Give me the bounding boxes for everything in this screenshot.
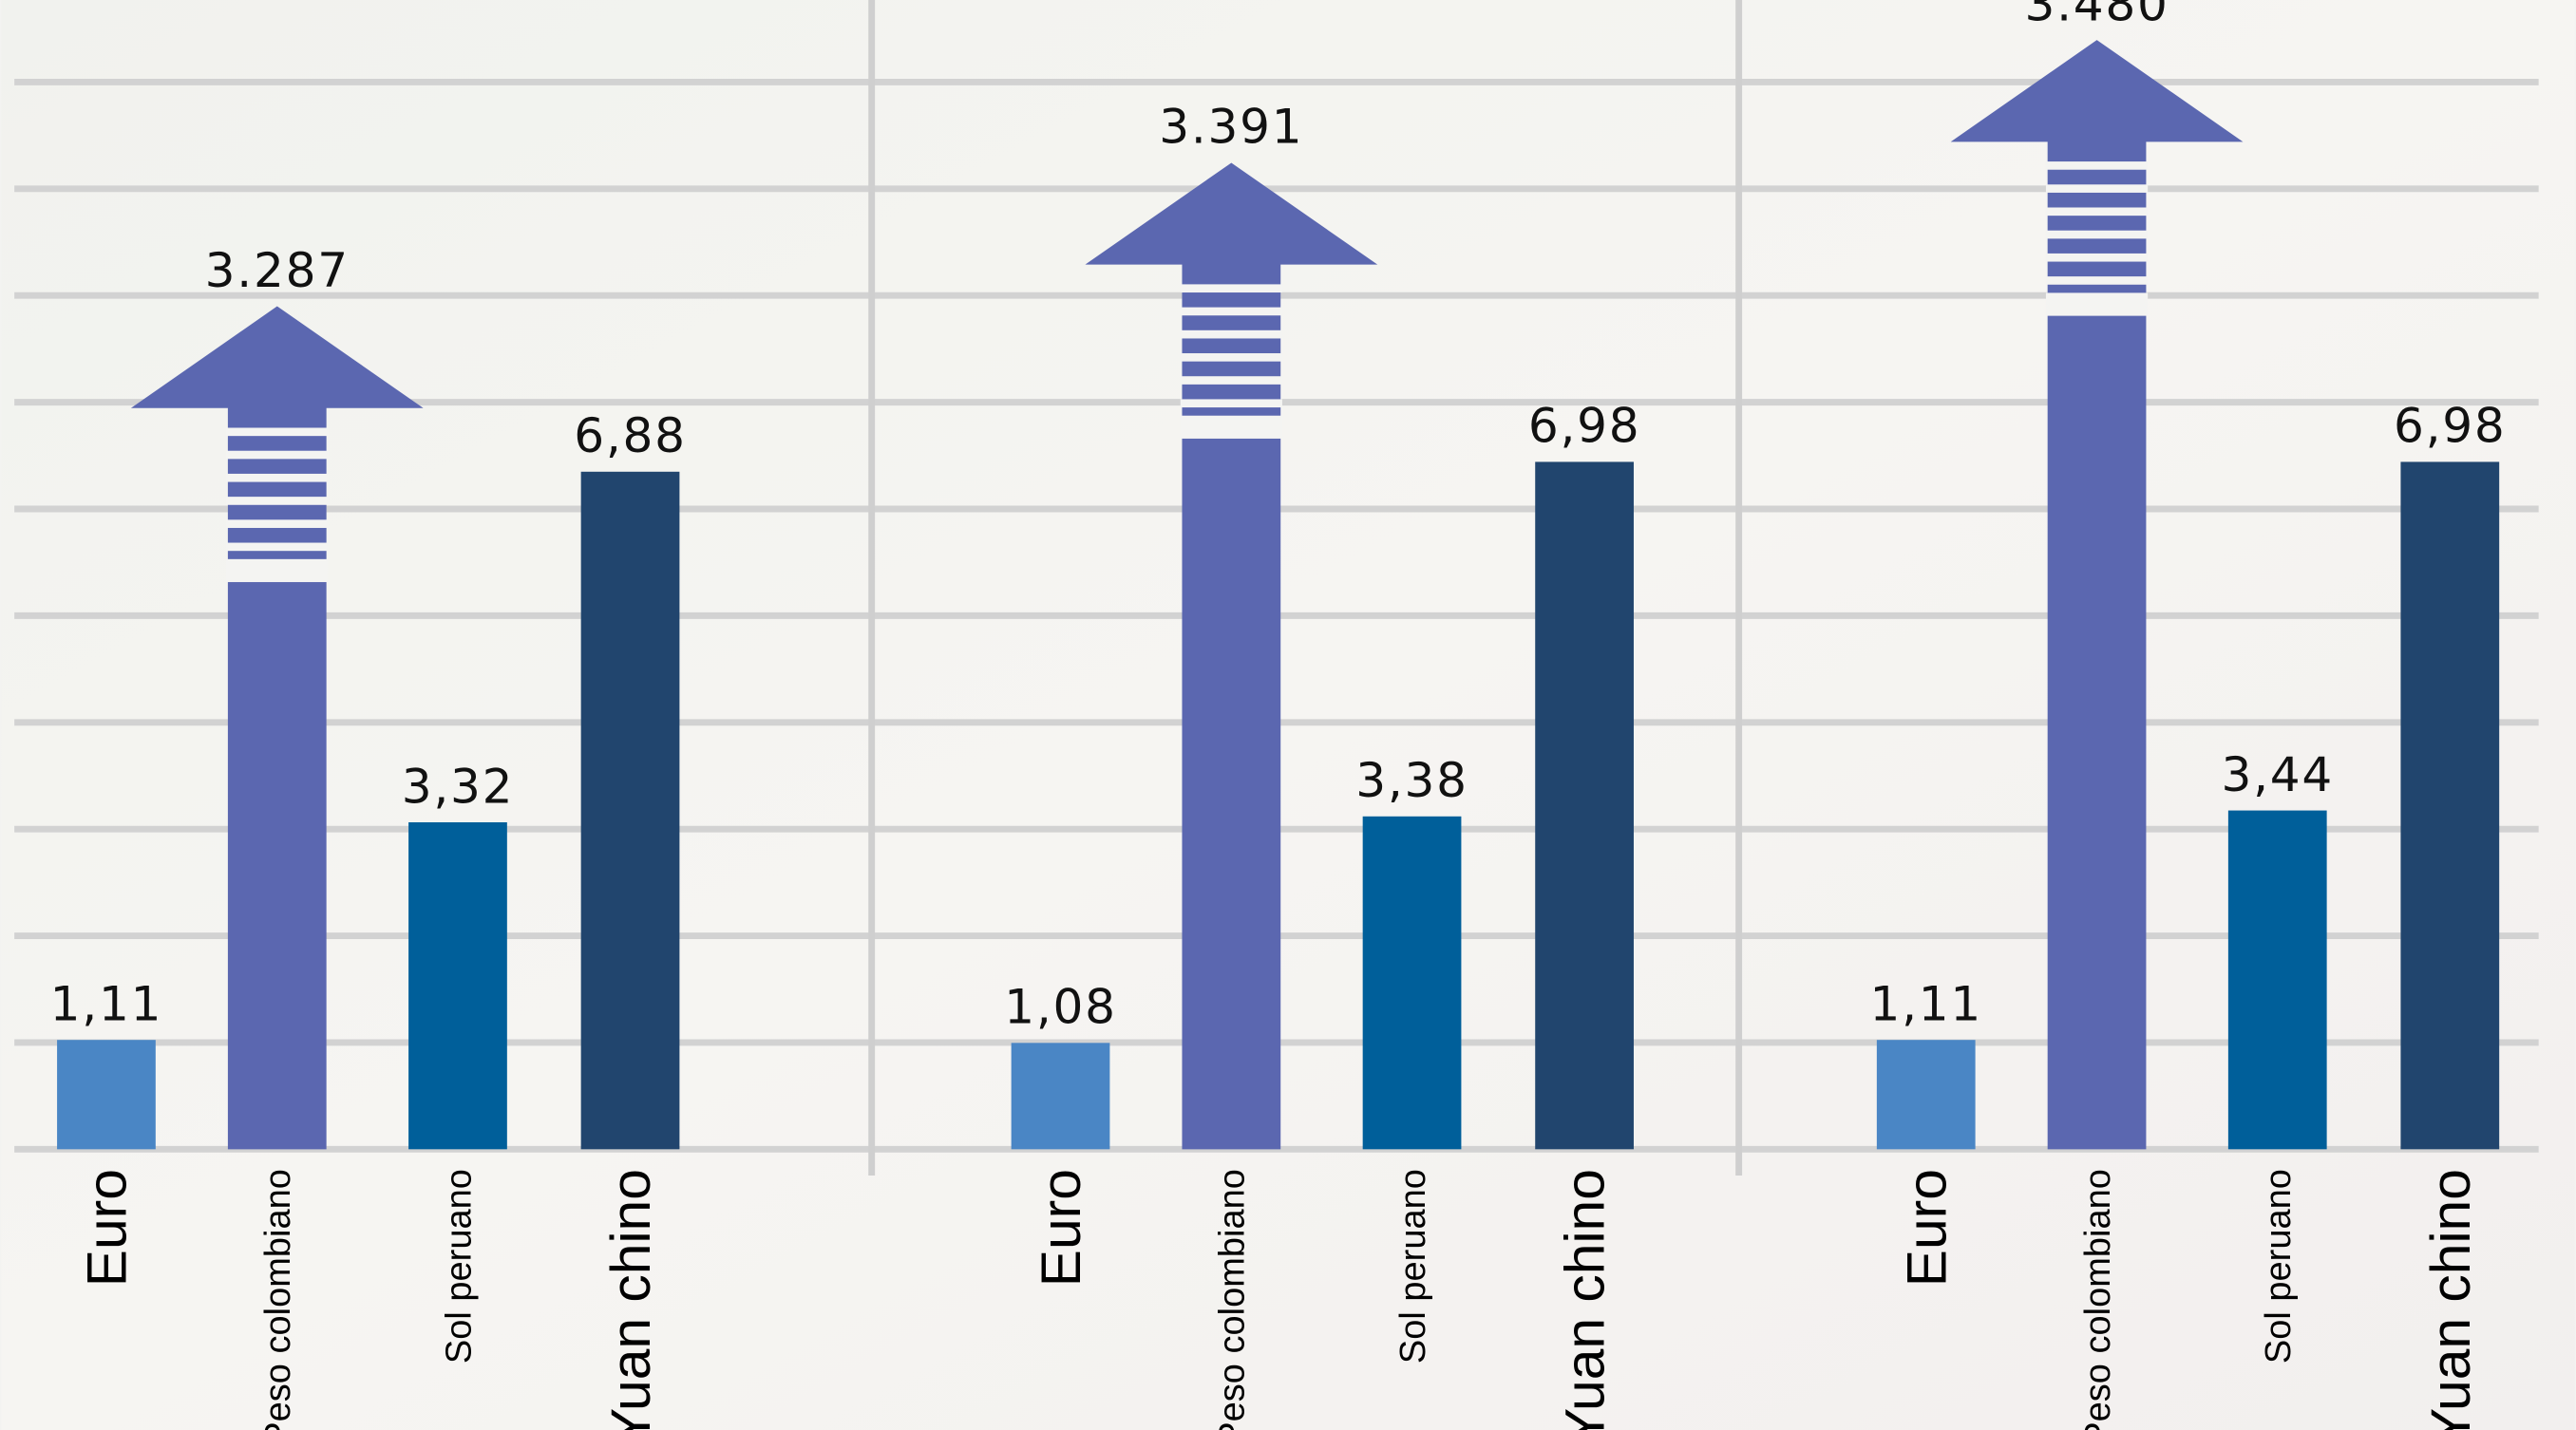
- category-label: Peso colombiano: [1213, 1169, 1253, 1430]
- value-label: 3.391: [1159, 99, 1303, 155]
- arrow-stripe: [1180, 353, 1282, 362]
- category-label: Peso colombiano: [2078, 1169, 2118, 1430]
- category-label: Sol peruano: [1393, 1169, 1433, 1364]
- arrow-stripe: [2045, 184, 2149, 193]
- arrow-bar: [130, 306, 424, 1150]
- arrow-stripe: [2045, 161, 2149, 170]
- arrow-stripe: [226, 473, 329, 482]
- bar: [1011, 1043, 1110, 1150]
- arrow-stripe: [1180, 329, 1282, 339]
- category-label: Euro: [77, 1169, 139, 1287]
- value-label: 3,38: [1355, 752, 1468, 808]
- value-label: 1,08: [1004, 979, 1117, 1035]
- category-label: Euro: [1031, 1169, 1092, 1287]
- arrow-stripe: [2045, 230, 2149, 239]
- value-label: 1,11: [1869, 975, 1982, 1031]
- arrow-stripe: [226, 542, 329, 552]
- value-label: 3,32: [402, 758, 515, 814]
- category-label: Yuan chino: [1555, 1169, 1617, 1430]
- arrow-bar: [1950, 40, 2244, 1150]
- arrow-stripe: [1180, 399, 1282, 408]
- bar: [1535, 461, 1634, 1150]
- value-label: 6,88: [574, 407, 687, 463]
- bar: [1876, 1040, 1976, 1150]
- category-label: Sol peruano: [2259, 1169, 2299, 1364]
- arrow-stripe: [226, 450, 329, 460]
- arrow-stripe: [2045, 207, 2149, 216]
- arrow-stripe: [1180, 284, 1282, 293]
- bar: [408, 822, 507, 1150]
- arrow-stripe: [226, 427, 329, 437]
- arrow-stripe: [1180, 307, 1282, 316]
- arrow-stripe: [226, 519, 329, 528]
- value-label: 3.480: [2024, 0, 2169, 31]
- bar: [57, 1040, 156, 1150]
- category-label: Yuan chino: [600, 1169, 662, 1430]
- category-label: Peso colombiano: [258, 1169, 298, 1430]
- arrow-stripe: [226, 558, 329, 583]
- value-label: 3.287: [205, 242, 350, 298]
- value-label: 6,98: [2394, 398, 2507, 454]
- arrow-stripe: [2045, 276, 2149, 285]
- bar: [580, 471, 680, 1150]
- bar: [2227, 810, 2327, 1150]
- category-label: Yuan chino: [2420, 1169, 2482, 1430]
- value-label: 1,11: [50, 975, 163, 1031]
- arrow-stripe: [1180, 415, 1282, 439]
- category-label: Euro: [1896, 1169, 1958, 1287]
- arrow-stripe: [2045, 292, 2149, 316]
- arrow-bar: [1085, 162, 1378, 1150]
- value-label: 6,98: [1528, 398, 1641, 454]
- bar: [2400, 461, 2500, 1150]
- arrow-stripe: [1180, 376, 1282, 385]
- bar: [1362, 816, 1462, 1150]
- arrow-stripe: [226, 497, 329, 505]
- arrow-stripe: [2045, 253, 2149, 262]
- value-label: 3,44: [2221, 746, 2334, 802]
- category-label: Sol peruano: [439, 1169, 479, 1364]
